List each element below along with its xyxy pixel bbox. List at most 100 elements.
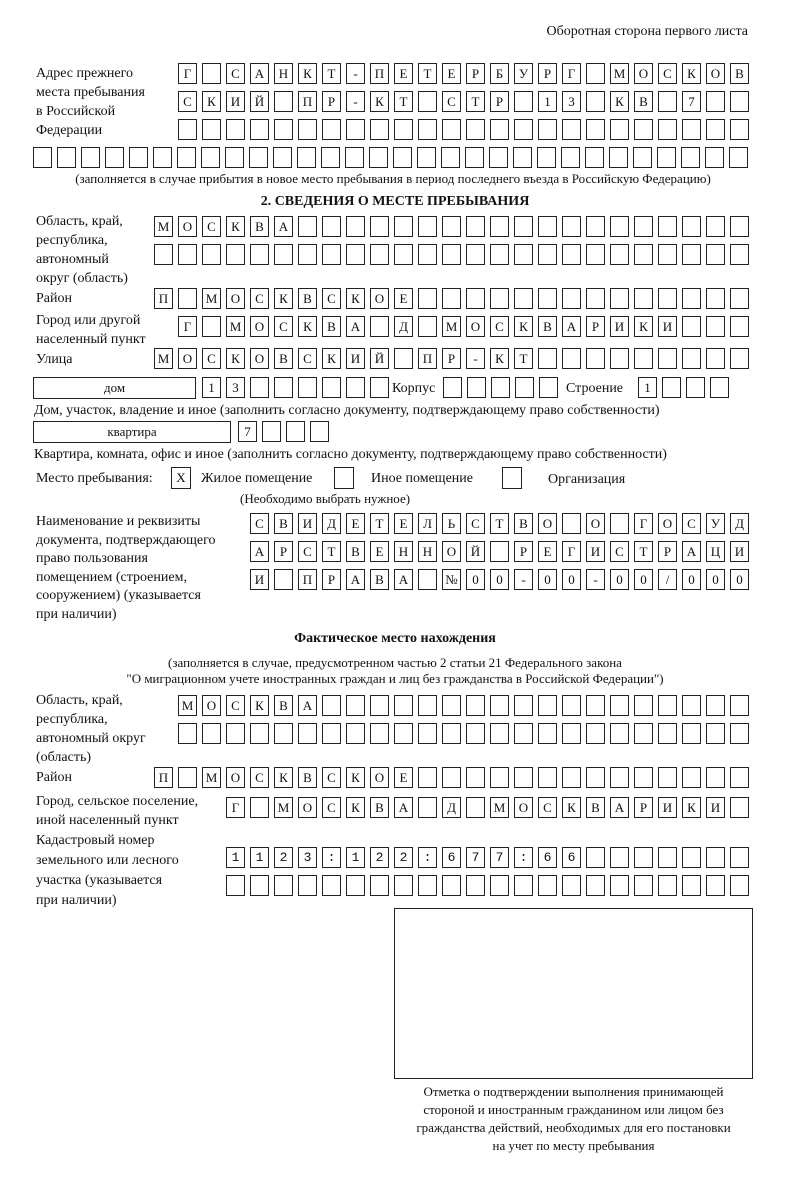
letter-cell[interactable]: Ь xyxy=(442,513,461,534)
letter-cell[interactable] xyxy=(706,119,725,140)
letter-cell[interactable] xyxy=(610,513,629,534)
letter-cell[interactable]: Р xyxy=(586,316,605,337)
letter-cell[interactable] xyxy=(346,244,365,265)
letter-cell[interactable]: Т xyxy=(370,513,389,534)
letter-cell[interactable]: Р xyxy=(658,541,677,562)
letter-cell[interactable] xyxy=(730,348,749,369)
letter-cell[interactable] xyxy=(682,288,701,309)
letter-cell[interactable] xyxy=(466,875,485,896)
letter-cell[interactable] xyxy=(610,723,629,744)
letter-cell[interactable] xyxy=(178,767,197,788)
letter-cell[interactable] xyxy=(658,91,677,112)
letter-cell[interactable]: А xyxy=(682,541,701,562)
letter-cell[interactable]: К xyxy=(298,63,317,84)
letter-cell[interactable]: 0 xyxy=(706,569,725,590)
letter-cell[interactable] xyxy=(491,377,510,398)
letter-cell[interactable]: О xyxy=(370,288,389,309)
letter-cell[interactable] xyxy=(585,147,604,168)
letter-cell[interactable]: С xyxy=(250,513,269,534)
letter-cell[interactable]: О xyxy=(658,513,677,534)
letter-cell[interactable] xyxy=(250,244,269,265)
letter-cell[interactable] xyxy=(562,513,581,534)
letter-cell[interactable]: К xyxy=(274,767,293,788)
letter-cell[interactable] xyxy=(370,216,389,237)
letter-cell[interactable]: В xyxy=(274,513,293,534)
letter-cell[interactable] xyxy=(466,695,485,716)
letter-cell[interactable]: М xyxy=(226,316,245,337)
letter-cell[interactable]: 0 xyxy=(682,569,701,590)
letter-cell[interactable] xyxy=(322,244,341,265)
letter-cell[interactable]: О xyxy=(226,767,245,788)
letter-cell[interactable]: В xyxy=(298,767,317,788)
letter-cell[interactable]: К xyxy=(370,91,389,112)
letter-cell[interactable]: Н xyxy=(394,541,413,562)
letter-cell[interactable] xyxy=(634,695,653,716)
letter-cell[interactable]: С xyxy=(490,316,509,337)
letter-cell[interactable]: И xyxy=(706,797,725,818)
letter-cell[interactable] xyxy=(634,847,653,868)
letter-cell[interactable] xyxy=(658,767,677,788)
letter-cell[interactable]: 0 xyxy=(634,569,653,590)
letter-cell[interactable]: О xyxy=(178,348,197,369)
letter-cell[interactable]: И xyxy=(586,541,605,562)
letter-cell[interactable]: Г xyxy=(178,316,197,337)
letter-cell[interactable] xyxy=(514,875,533,896)
letter-cell[interactable] xyxy=(490,875,509,896)
letter-cell[interactable]: Й xyxy=(466,541,485,562)
letter-cell[interactable]: - xyxy=(466,348,485,369)
letter-cell[interactable]: 0 xyxy=(610,569,629,590)
letter-cell[interactable]: К xyxy=(514,316,533,337)
letter-cell[interactable] xyxy=(682,119,701,140)
letter-cell[interactable]: С xyxy=(538,797,557,818)
letter-cell[interactable]: И xyxy=(346,348,365,369)
letter-cell[interactable] xyxy=(33,147,52,168)
letter-cell[interactable] xyxy=(706,288,725,309)
letter-cell[interactable] xyxy=(153,147,172,168)
letter-cell[interactable]: В xyxy=(274,695,293,716)
letter-cell[interactable]: Е xyxy=(394,513,413,534)
letter-cell[interactable] xyxy=(466,723,485,744)
letter-cell[interactable]: А xyxy=(250,541,269,562)
letter-cell[interactable] xyxy=(658,119,677,140)
letter-cell[interactable] xyxy=(418,723,437,744)
letter-cell[interactable] xyxy=(442,216,461,237)
letter-cell[interactable] xyxy=(466,216,485,237)
letter-cell[interactable] xyxy=(662,377,681,398)
letter-cell[interactable]: М xyxy=(202,767,221,788)
letter-cell[interactable] xyxy=(466,847,485,868)
letter-cell[interactable] xyxy=(310,421,329,442)
letter-cell[interactable]: М xyxy=(490,797,509,818)
letter-cell[interactable] xyxy=(633,147,652,168)
letter-cell[interactable] xyxy=(489,147,508,168)
letter-cell[interactable] xyxy=(394,244,413,265)
letter-cell[interactable] xyxy=(658,847,677,868)
letter-cell[interactable]: М xyxy=(178,695,197,716)
letter-cell[interactable] xyxy=(634,216,653,237)
letter-cell[interactable]: С xyxy=(274,316,293,337)
letter-cell[interactable] xyxy=(634,119,653,140)
letter-cell[interactable] xyxy=(490,119,509,140)
letter-cell[interactable] xyxy=(514,119,533,140)
letter-cell[interactable]: А xyxy=(346,316,365,337)
letter-cell[interactable]: О xyxy=(298,797,317,818)
letter-cell[interactable]: И xyxy=(298,513,317,534)
letter-cell[interactable]: - xyxy=(514,569,533,590)
letter-cell[interactable] xyxy=(418,767,437,788)
letter-cell[interactable] xyxy=(346,216,365,237)
letter-cell[interactable] xyxy=(274,847,293,868)
letter-cell[interactable] xyxy=(634,875,653,896)
letter-cell[interactable] xyxy=(658,348,677,369)
letter-cell[interactable] xyxy=(249,147,268,168)
letter-cell[interactable] xyxy=(202,63,221,84)
letter-cell[interactable]: Т xyxy=(418,63,437,84)
letter-cell[interactable] xyxy=(730,316,749,337)
letter-cell[interactable]: 7 xyxy=(238,421,257,442)
letter-cell[interactable] xyxy=(394,695,413,716)
letter-cell[interactable] xyxy=(586,91,605,112)
letter-cell[interactable]: В xyxy=(322,316,341,337)
letter-cell[interactable] xyxy=(610,244,629,265)
letter-cell[interactable]: В xyxy=(634,91,653,112)
letter-cell[interactable] xyxy=(393,147,412,168)
letter-cell[interactable] xyxy=(370,316,389,337)
letter-cell[interactable]: О xyxy=(514,797,533,818)
